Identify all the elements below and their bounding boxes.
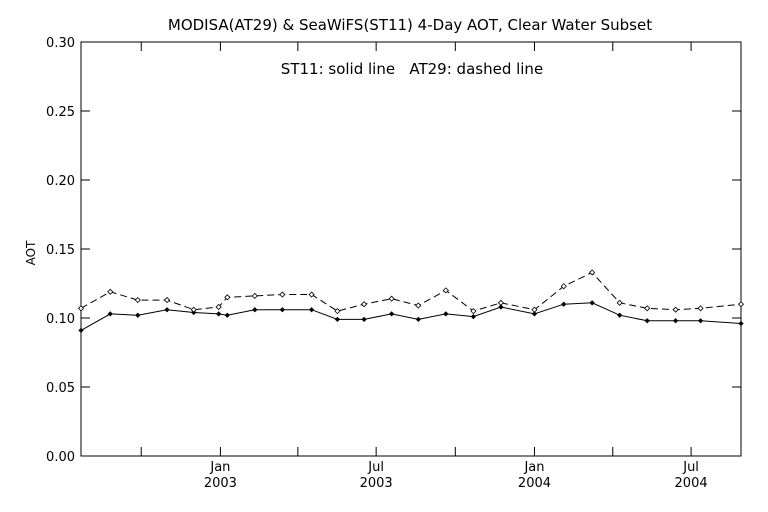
data-point-at29 xyxy=(589,269,596,276)
data-point-at29 xyxy=(415,302,422,309)
data-point-st11 xyxy=(224,312,230,318)
x-tick-year-label: 2004 xyxy=(518,476,551,491)
data-point-st11 xyxy=(279,307,285,313)
chart-title: MODISA(AT29) & SeaWiFS(ST11) 4-Day AOT, … xyxy=(168,16,652,34)
data-point-st11 xyxy=(107,311,113,317)
data-point-at29 xyxy=(190,306,197,313)
data-point-at29 xyxy=(697,305,704,312)
data-point-st11 xyxy=(644,318,650,324)
data-point-st11 xyxy=(470,313,477,320)
data-point-at29 xyxy=(560,283,567,290)
data-point-st11 xyxy=(334,316,341,323)
data-point-at29 xyxy=(737,301,745,308)
data-point-st11 xyxy=(738,320,744,327)
data-point-at29 xyxy=(644,305,651,312)
data-point-st11 xyxy=(415,316,421,323)
data-point-st11 xyxy=(498,304,504,310)
x-tick-label: Jul xyxy=(367,460,384,475)
data-point-at29 xyxy=(77,305,85,312)
data-point-at29 xyxy=(442,287,449,294)
series-layer xyxy=(77,269,745,334)
y-tick-label: 0.25 xyxy=(46,105,75,120)
data-point-st11 xyxy=(672,318,679,324)
data-point-at29 xyxy=(497,299,504,306)
y-tick-label: 0.15 xyxy=(46,243,75,258)
data-point-at29 xyxy=(134,296,141,304)
data-point-st11 xyxy=(697,318,704,324)
data-point-st11 xyxy=(216,311,222,317)
data-point-at29 xyxy=(279,291,286,298)
x-tick-label: Jan xyxy=(523,460,544,475)
data-point-at29 xyxy=(308,291,315,298)
data-point-at29 xyxy=(388,295,395,302)
x-tick-year-label: 2003 xyxy=(204,476,237,491)
data-point-st11 xyxy=(135,312,141,318)
data-point-at29 xyxy=(470,308,477,315)
data-point-at29 xyxy=(672,306,679,313)
series-st11 xyxy=(78,300,744,334)
data-point-st11 xyxy=(589,300,595,306)
data-point-st11 xyxy=(561,301,567,307)
data-point-at29 xyxy=(361,301,368,308)
series-at29 xyxy=(77,269,745,315)
x-tick-label: Jul xyxy=(682,460,699,475)
data-point-st11 xyxy=(78,327,84,334)
data-point-at29 xyxy=(163,296,171,304)
data-point-st11 xyxy=(443,311,449,317)
data-point-st11 xyxy=(361,316,367,323)
y-tick-label: 0.10 xyxy=(46,312,75,327)
x-tick-year-label: 2004 xyxy=(675,476,708,491)
series-line-at29 xyxy=(80,271,742,312)
x-tick-year-label: 2003 xyxy=(360,476,393,491)
data-point-at29 xyxy=(224,294,231,301)
data-point-at29 xyxy=(334,308,341,315)
data-point-at29 xyxy=(531,306,538,313)
x-tick-label: Jan xyxy=(209,460,230,475)
plot-frame xyxy=(80,41,742,457)
data-point-st11 xyxy=(164,307,170,313)
y-tick-label: 0.30 xyxy=(46,36,75,51)
y-tick-label: 0.20 xyxy=(46,174,75,189)
data-point-st11 xyxy=(308,307,315,313)
chart-annotation: ST11: solid line AT29: dashed line xyxy=(281,60,543,78)
y-axis-label: AOT xyxy=(24,240,38,265)
data-point-at29 xyxy=(616,299,623,306)
y-tick-label: 0.00 xyxy=(46,450,75,465)
data-point-st11 xyxy=(389,311,395,317)
data-point-st11 xyxy=(617,312,623,318)
data-point-at29 xyxy=(107,288,114,295)
y-axis: 0.00 0.05 0.10 0.15 0.20 0.25 0.30 xyxy=(46,36,741,465)
data-point-at29 xyxy=(215,303,222,311)
data-point-st11 xyxy=(531,311,538,317)
data-point-at29 xyxy=(251,292,258,299)
data-point-st11 xyxy=(252,307,258,313)
y-tick-label: 0.05 xyxy=(46,381,75,396)
